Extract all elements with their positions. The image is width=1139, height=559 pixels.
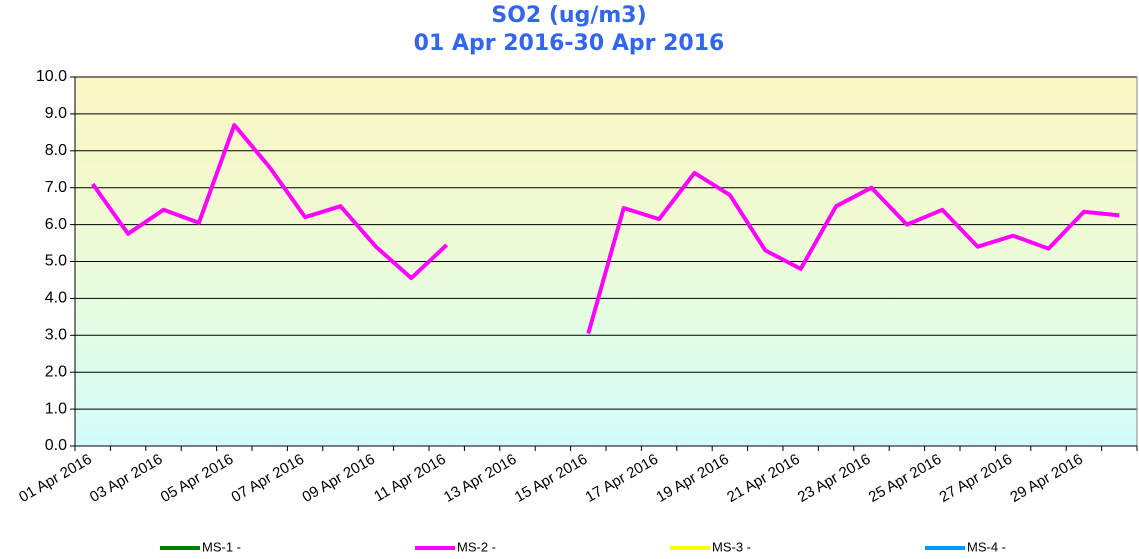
x-tick-label: 09 Apr 2016 (299, 451, 378, 506)
legend-label: MS-3 - (712, 539, 751, 554)
x-tick-label: 25 Apr 2016 (866, 451, 945, 506)
legend-label: MS-1 - (202, 539, 241, 554)
y-tick-label: 7.0 (45, 179, 67, 196)
y-tick-label: 9.0 (45, 105, 67, 122)
x-tick-label: 27 Apr 2016 (937, 451, 1016, 506)
x-tick-label: 01 Apr 2016 (16, 451, 95, 506)
chart-title: SO2 (ug/m3) (491, 3, 646, 28)
y-tick-label: 2.0 (45, 363, 67, 380)
chart-subtitle: 01 Apr 2016-30 Apr 2016 (414, 31, 725, 56)
y-tick-label: 4.0 (45, 290, 67, 307)
y-tick-label: 3.0 (45, 327, 67, 344)
x-tick-label: 19 Apr 2016 (653, 451, 732, 506)
x-tick-label: 11 Apr 2016 (371, 451, 449, 506)
legend-label: MS-4 - (967, 539, 1006, 554)
x-tick-label: 15 Apr 2016 (512, 451, 591, 506)
legend-label: MS-2 - (457, 539, 496, 554)
x-tick-label: 13 Apr 2016 (441, 451, 520, 506)
y-tick-label: 1.0 (45, 400, 67, 417)
x-tick-label: 17 Apr 2016 (583, 451, 662, 506)
y-tick-label: 10.0 (36, 68, 67, 85)
x-tick-label: 03 Apr 2016 (87, 451, 166, 506)
x-tick-label: 23 Apr 2016 (795, 451, 874, 506)
x-tick-label: 21 Apr 2016 (724, 451, 803, 506)
x-tick-label: 29 Apr 2016 (1007, 451, 1086, 506)
y-tick-label: 0.0 (45, 437, 67, 454)
y-tick-label: 5.0 (45, 253, 67, 270)
series-line (91, 123, 1120, 335)
x-tick-label: 07 Apr 2016 (229, 451, 308, 506)
x-tick-label: 05 Apr 2016 (158, 451, 237, 506)
y-tick-label: 6.0 (45, 216, 67, 233)
y-tick-label: 8.0 (45, 142, 67, 159)
